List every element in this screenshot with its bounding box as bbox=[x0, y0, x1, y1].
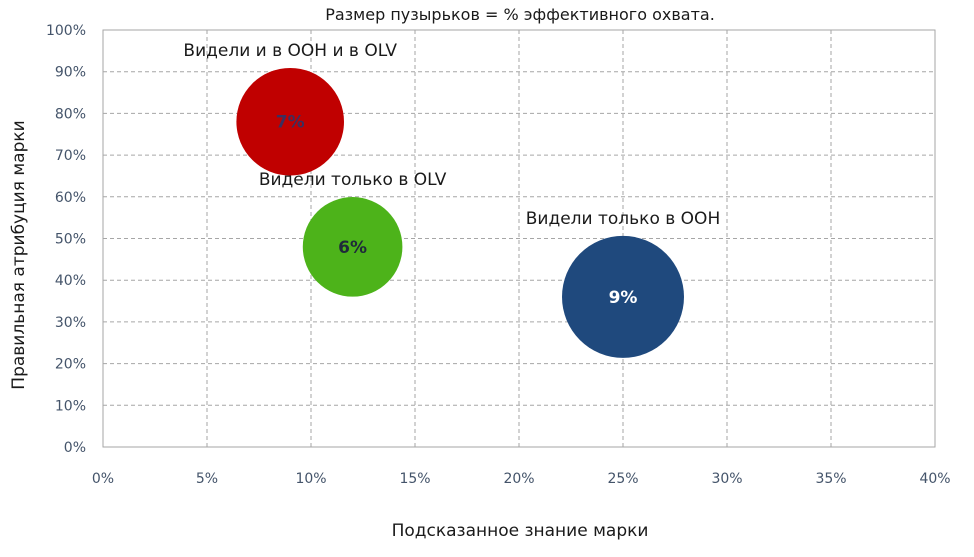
x-axis-label: Подсказанное знание марки bbox=[392, 521, 649, 541]
bubble-point: 9% Видели только в OOH bbox=[526, 209, 720, 358]
y-axis-ticks: 0% 10% 20% 30% 40% 50% 60% 70% 80% 90% 100% bbox=[46, 23, 86, 456]
bubble-series-label: Видели только в OLV bbox=[259, 170, 447, 190]
bubble-value-label: 9% bbox=[609, 288, 638, 308]
y-tick-label: 10% bbox=[55, 398, 86, 414]
y-tick-label: 100% bbox=[46, 23, 86, 39]
bubble-circle bbox=[562, 235, 684, 358]
y-tick-label: 60% bbox=[55, 190, 86, 206]
bubble-point: 7% Видели и в OOH и в OLV bbox=[183, 41, 397, 176]
y-tick-label: 80% bbox=[55, 106, 86, 122]
y-tick-label: 90% bbox=[55, 65, 86, 81]
y-tick-label: 20% bbox=[55, 357, 86, 373]
x-tick-label: 25% bbox=[607, 471, 638, 487]
bubble-value-label: 7% bbox=[276, 113, 305, 133]
y-tick-label: 30% bbox=[55, 315, 86, 331]
x-axis-ticks: 0% 5% 10% 15% 20% 25% 30% 35% 40% bbox=[92, 471, 951, 487]
x-tick-label: 40% bbox=[919, 471, 950, 487]
x-tick-label: 15% bbox=[399, 471, 430, 487]
chart-title: Размер пузырьков = % эффективного охвата… bbox=[325, 5, 715, 24]
y-tick-label: 40% bbox=[55, 273, 86, 289]
x-tick-label: 35% bbox=[815, 471, 846, 487]
plot-area bbox=[102, 29, 936, 448]
y-tick-label: 0% bbox=[64, 440, 86, 456]
bubbles: 7% Видели и в OOH и в OLV 6% Видели только … bbox=[183, 41, 720, 358]
bubble-series-label: Видели только в OOH bbox=[526, 209, 720, 229]
bubble-circle bbox=[302, 197, 403, 297]
bubble-series-label: Видели и в OOH и в OLV bbox=[183, 41, 397, 61]
bubble-circle bbox=[236, 67, 344, 176]
x-tick-label: 5% bbox=[196, 471, 218, 487]
x-tick-label: 30% bbox=[711, 471, 742, 487]
x-tick-label: 10% bbox=[295, 471, 326, 487]
y-axis-label: Правильная атрибуция марки bbox=[9, 120, 29, 389]
bubble-value-label: 6% bbox=[338, 238, 367, 258]
y-tick-label: 70% bbox=[55, 148, 86, 164]
grid bbox=[102, 29, 936, 448]
y-tick-label: 50% bbox=[55, 232, 86, 248]
bubble-point: 6% Видели только в OLV bbox=[259, 170, 447, 297]
x-tick-label: 0% bbox=[92, 471, 114, 487]
x-tick-label: 20% bbox=[503, 471, 534, 487]
